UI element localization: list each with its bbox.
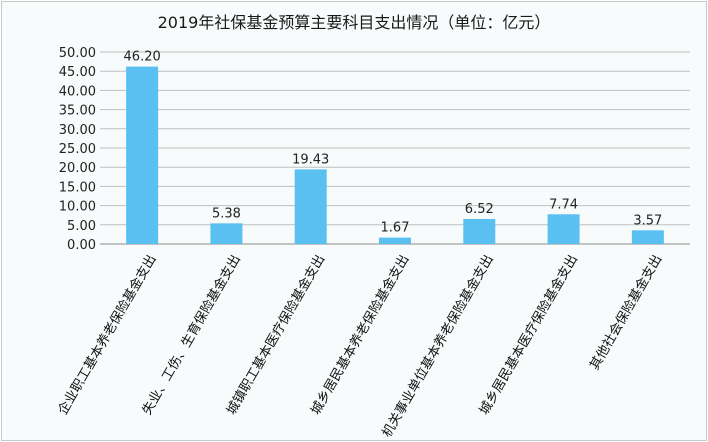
- y-tick-label: 30.00: [59, 123, 96, 138]
- x-axis-labels: 企业职工基本养老保险基金支出失业、工伤、生育保险基金支出城镇职工基本医疗保险基金…: [55, 252, 666, 440]
- data-labels: 46.20 5.38 19.43 1.67 6.52 7.74 3.57: [124, 50, 663, 236]
- y-tick-label: 5.00: [67, 219, 96, 234]
- bar: [631, 230, 664, 244]
- chart-title: 2019年社保基金预算主要科目支出情况（单位：亿元）: [158, 13, 551, 32]
- y-tick-label: 40.00: [59, 84, 96, 99]
- data-label: 3.57: [633, 213, 662, 228]
- data-label: 19.43: [292, 152, 329, 167]
- bar: [294, 169, 327, 244]
- x-tick-label: 城乡居民基本养老保险基金支出: [308, 252, 413, 418]
- y-tick-label: 35.00: [59, 104, 96, 119]
- x-tick-label: 企业职工基本养老保险基金支出: [55, 252, 160, 418]
- bar: [126, 66, 159, 244]
- bar: [463, 218, 496, 244]
- x-tick-label: 城镇职工基本医疗保险基金支出: [223, 252, 328, 418]
- data-label: 5.38: [212, 206, 241, 221]
- bar: [547, 214, 580, 244]
- gridlines: [100, 51, 690, 226]
- y-tick-label: 25.00: [59, 142, 96, 157]
- y-tick-label: 20.00: [59, 161, 96, 176]
- bars: [126, 66, 664, 244]
- data-label: 1.67: [381, 221, 410, 236]
- x-tick-label: 城乡居民基本医疗保险基金支出: [476, 252, 581, 418]
- data-label: 6.52: [465, 202, 494, 217]
- data-label: 46.20: [124, 50, 161, 65]
- y-tick-label: 10.00: [59, 200, 96, 215]
- y-tick-label: 45.00: [59, 65, 96, 80]
- y-tick-label: 50.00: [59, 46, 96, 61]
- y-tick-label: 15.00: [59, 180, 96, 195]
- data-label: 7.74: [549, 197, 578, 212]
- y-axis-ticks: 0.00 5.00 10.00 15.00 20.00 25.00 30.00 35.00 40…: [59, 46, 96, 253]
- bar: [379, 237, 411, 244]
- y-tick-label: 0.00: [67, 238, 96, 253]
- bar: [210, 223, 243, 244]
- x-tick-label: 其他社会保险基金支出: [586, 252, 665, 373]
- x-tick-label: 失业、工伤、生育保险基金支出: [139, 252, 244, 418]
